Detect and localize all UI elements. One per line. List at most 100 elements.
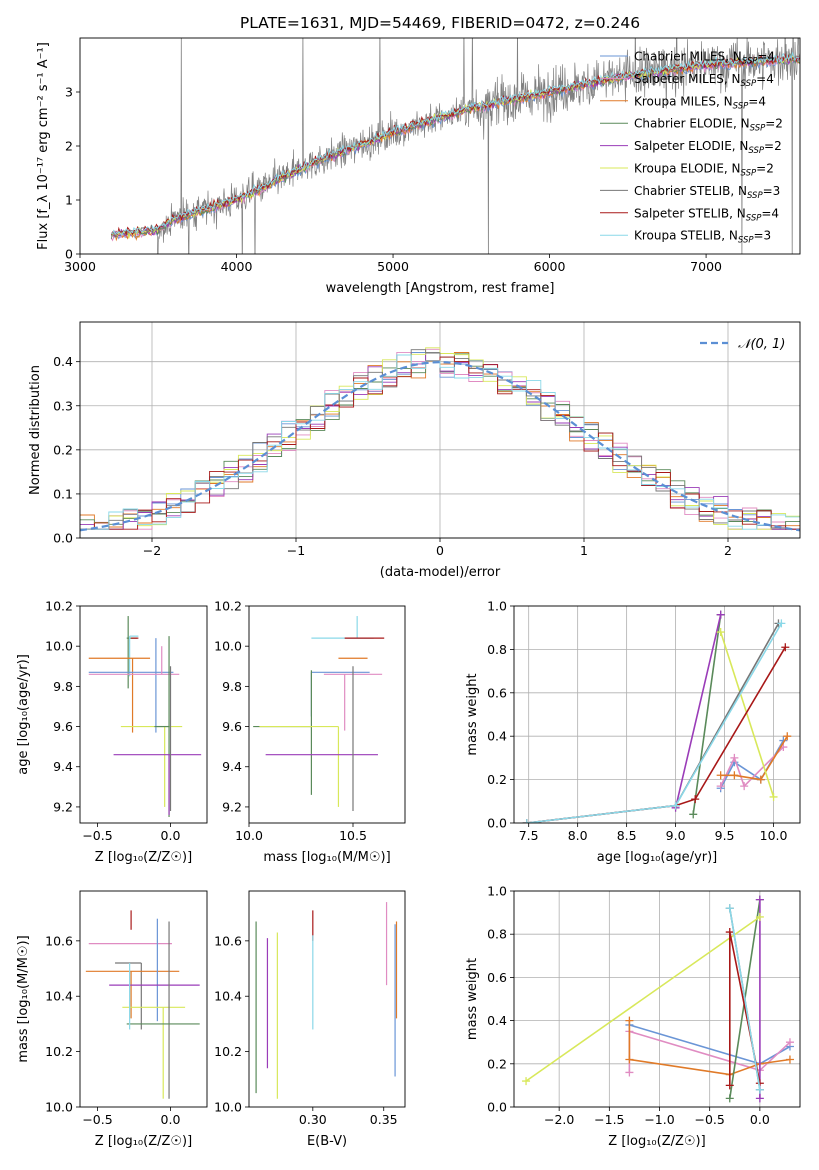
series-marker bbox=[777, 619, 786, 628]
model-spectrum-line bbox=[111, 55, 800, 239]
data-point-errorbar bbox=[311, 616, 374, 639]
x-tick-label: 8.5 bbox=[617, 828, 637, 843]
series-marker bbox=[755, 1085, 764, 1094]
y-tick-label: 0.6 bbox=[487, 970, 507, 985]
legend-subscript: SSP bbox=[750, 124, 766, 134]
model-spectrum-line bbox=[111, 51, 800, 237]
series-marker bbox=[785, 1038, 794, 1047]
y-tick-label: 2 bbox=[65, 139, 73, 154]
series-path bbox=[674, 614, 722, 808]
axes-frame bbox=[79, 37, 801, 255]
x-tick-label: 2 bbox=[724, 543, 732, 558]
series-line bbox=[755, 895, 764, 1103]
series-line bbox=[689, 610, 725, 819]
legend-suffix: =2 bbox=[764, 139, 782, 153]
x-tick-label: 3000 bbox=[64, 259, 96, 274]
series-marker bbox=[625, 1055, 634, 1064]
y-tick-label: 0.4 bbox=[53, 354, 73, 369]
legend-subscript: SSP bbox=[741, 79, 757, 89]
legend-label: Salpeter ELODIE, NSSP=2 bbox=[634, 139, 782, 156]
legend-suffix: =2 bbox=[756, 162, 774, 176]
y-tick-label: 0.2 bbox=[487, 772, 507, 787]
y-tick-label: 0.0 bbox=[53, 531, 73, 546]
legend-suffix: =4 bbox=[761, 206, 779, 220]
errorbars bbox=[85, 910, 200, 1099]
data-point-errorbar bbox=[129, 635, 139, 677]
series-path bbox=[692, 614, 722, 815]
x-axis-label: Z [log₁₀(Z/Z☉)] bbox=[608, 1134, 705, 1149]
series-line bbox=[725, 904, 764, 1094]
series-marker bbox=[730, 753, 739, 762]
series-marker bbox=[716, 628, 725, 637]
model-spectrum-line bbox=[110, 56, 800, 240]
axes-frame bbox=[79, 605, 208, 824]
x-tick-label: 0.35 bbox=[370, 1112, 398, 1127]
legend-subscript: SSP bbox=[748, 146, 764, 156]
data-point-errorbar bbox=[115, 962, 142, 1030]
y-tick-label: 9.6 bbox=[53, 719, 73, 734]
legend-label: Salpeter MILES, NSSP=4 bbox=[634, 72, 774, 89]
legend-suffix: =4 bbox=[756, 72, 774, 86]
data-point-errorbar bbox=[120, 725, 183, 807]
mass-vs-metallicity-panel: −0.5 0.0 10.0 10.2 10.4 10.6 Z [log₁₀(Z/Z☉)] ma… bbox=[16, 890, 208, 1149]
series-marker bbox=[755, 895, 764, 904]
chart-title: PLATE=1631, MJD=54469, FIBERID=0472, z=0… bbox=[240, 14, 640, 32]
series-path bbox=[526, 622, 783, 823]
spectrum-panel: PLATE=1631, MJD=54469, FIBERID=0472, z=0… bbox=[36, 14, 801, 296]
y-tick-label: 0.8 bbox=[487, 642, 507, 657]
y-axis-label: mass weight bbox=[465, 673, 480, 755]
y-tick-label: 1.0 bbox=[487, 884, 507, 899]
legend-suffix: =4 bbox=[748, 94, 766, 108]
y-tick-label: 10.0 bbox=[214, 1100, 242, 1115]
series-path bbox=[729, 908, 761, 1090]
axes-frame bbox=[513, 890, 801, 1108]
x-tick-label: 1 bbox=[580, 543, 588, 558]
series-path bbox=[526, 646, 786, 823]
y-axis-label: Normed distribution bbox=[28, 365, 43, 495]
y-tick-label: 0.0 bbox=[487, 816, 507, 831]
series-marker bbox=[755, 912, 764, 921]
data-point-errorbar bbox=[88, 646, 180, 675]
data-point-errorbar bbox=[85, 970, 180, 1019]
axes-frame bbox=[79, 321, 801, 539]
x-tick-label: 5000 bbox=[377, 259, 409, 274]
x-tick-label: 8.0 bbox=[568, 828, 588, 843]
residuals-panel: −2 −1 0 1 2 0.0 0.1 0.2 0.3 0.4 (data-model)/error… bbox=[28, 321, 801, 580]
legend-label: Chabrier STELIB, NSSP=3 bbox=[634, 184, 780, 201]
y-tick-label: 10.4 bbox=[45, 989, 73, 1004]
series-line bbox=[522, 619, 783, 823]
x-tick-label: 9.0 bbox=[666, 828, 686, 843]
y-tick-label: 0.6 bbox=[487, 685, 507, 700]
y-tick-label: 3 bbox=[65, 85, 73, 100]
series-marker bbox=[785, 1055, 794, 1064]
series-path bbox=[719, 631, 775, 798]
x-tick-label: −0.5 bbox=[82, 1112, 112, 1127]
series-marker bbox=[716, 610, 725, 619]
series-marker bbox=[755, 1094, 764, 1103]
x-tick-label: 0.0 bbox=[750, 1112, 770, 1127]
data-point-errorbar bbox=[310, 671, 370, 717]
series-line bbox=[716, 743, 788, 791]
y-tick-label: 9.8 bbox=[222, 679, 242, 694]
x-tick-label: 0 bbox=[436, 543, 444, 558]
data-point-errorbar bbox=[122, 1006, 186, 1099]
legend-label: Kroupa STELIB, NSSP=3 bbox=[634, 229, 771, 246]
x-tick-label: −1 bbox=[287, 543, 305, 558]
series-marker bbox=[783, 732, 792, 741]
legend-subscript: SSP bbox=[741, 169, 757, 179]
y-tick-label: 9.4 bbox=[222, 759, 242, 774]
y-tick-label: 0.1 bbox=[53, 486, 73, 501]
x-axis-label: Z [log₁₀(Z/Z☉)] bbox=[95, 1134, 192, 1149]
series-marker bbox=[625, 1016, 634, 1025]
series-path bbox=[525, 916, 761, 1082]
y-tick-label: 9.6 bbox=[222, 719, 242, 734]
x-tick-label: 0.30 bbox=[299, 1112, 327, 1127]
errorbars bbox=[255, 902, 398, 1099]
histogram-series bbox=[80, 354, 800, 530]
series-line bbox=[716, 732, 792, 784]
series-marker bbox=[725, 1081, 734, 1090]
x-axis-label: age [log₁₀(age/yr)] bbox=[597, 850, 718, 865]
axes-frame bbox=[248, 890, 406, 1108]
errorbars bbox=[88, 616, 202, 817]
